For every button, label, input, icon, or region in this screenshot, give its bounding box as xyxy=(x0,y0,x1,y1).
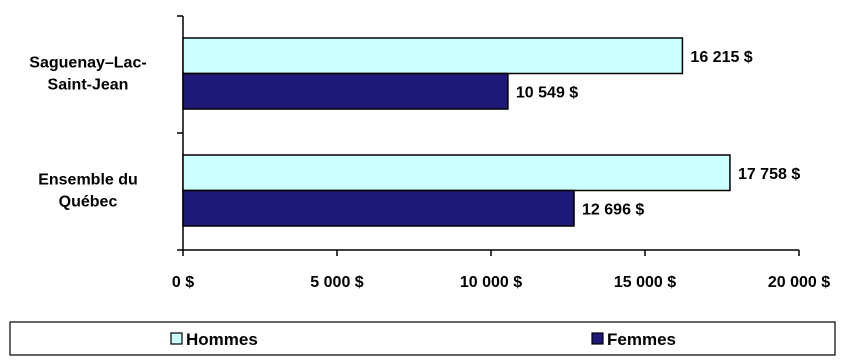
legend-label-femmes: Femmes xyxy=(607,330,676,349)
legend-swatch-femmes xyxy=(591,332,604,345)
category-label: Québec xyxy=(59,194,118,211)
x-tick-label: 20 000 $ xyxy=(768,274,830,291)
bar-femmes xyxy=(182,189,575,227)
category-label: Ensemble du xyxy=(38,172,138,189)
legend-box xyxy=(9,321,836,356)
x-tick-label: 15 000 $ xyxy=(614,274,676,291)
x-tick-label: 10 000 $ xyxy=(460,274,522,291)
legend-swatch-hommes xyxy=(170,332,183,345)
category-label: Saguenay–Lac- xyxy=(29,55,146,72)
data-label: 10 549 $ xyxy=(516,84,578,101)
x-tick-label: 0 $ xyxy=(172,274,194,291)
bar-hommes xyxy=(182,154,731,192)
legend: Hommes Femmes xyxy=(9,321,836,356)
bar-femmes xyxy=(182,72,509,110)
bar-hommes xyxy=(182,37,684,75)
data-label: 12 696 $ xyxy=(582,201,644,218)
legend-label-hommes: Hommes xyxy=(186,330,258,349)
data-label: 17 758 $ xyxy=(738,166,800,183)
plot-area: 0 $ 5 000 $ 10 000 $ 15 000 $ 20 000 $ 16 215… xyxy=(29,15,830,291)
category-label: Saint-Jean xyxy=(48,77,129,94)
data-label: 16 215 $ xyxy=(690,49,752,66)
x-tick-label: 5 000 $ xyxy=(310,274,363,291)
